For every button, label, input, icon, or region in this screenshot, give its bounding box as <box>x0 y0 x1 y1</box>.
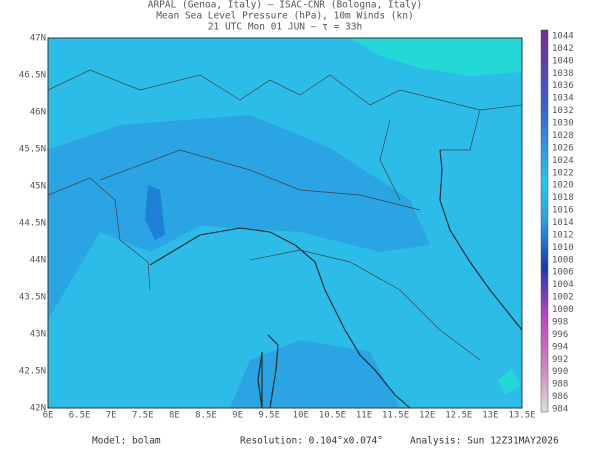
colorbar-label: 1028 <box>552 131 574 141</box>
colorbar <box>540 29 549 413</box>
colorbar-label: 1032 <box>552 106 574 116</box>
header-line: 21 UTC Mon 01 JUN — τ = 33h <box>208 22 362 33</box>
colorbar-label: 1042 <box>552 44 574 54</box>
colorbar-label: 1044 <box>552 32 574 42</box>
colorbar-label: 994 <box>552 342 568 352</box>
border <box>48 69 522 111</box>
colorbar-label: 1014 <box>552 218 574 228</box>
pressure-contour <box>48 115 430 320</box>
x-axis-label: 7.5E <box>132 411 154 421</box>
map <box>48 38 522 408</box>
colorbar-label: 1030 <box>552 119 574 129</box>
colorbar-label: 1022 <box>552 168 574 178</box>
colorbar-label: 1016 <box>552 206 574 216</box>
colorbar-label: 1018 <box>552 193 574 203</box>
x-axis-label: 12.5E <box>445 411 472 421</box>
footer-analysis: Analysis: Sun 12Z31MAY2026 <box>410 436 559 447</box>
x-axis-label: 13E <box>482 411 498 421</box>
border <box>99 149 481 361</box>
footer-resolution: Resolution: 0.104°x0.074° <box>240 436 383 447</box>
y-axis-label: 47N <box>30 34 46 44</box>
header-line: Mean Sea Level Pressure (hPa), 10m Winds… <box>156 11 413 22</box>
y-axis-label: 46N <box>30 108 46 118</box>
colorbar-label: 988 <box>552 380 568 390</box>
footer-model: Model: bolam <box>92 436 161 447</box>
x-axis-label: 8E <box>169 411 180 421</box>
x-axis-label: 11E <box>356 411 372 421</box>
y-axis-label: 46.5N <box>19 71 46 81</box>
border <box>379 109 481 201</box>
x-axis-label: 9E <box>232 411 243 421</box>
x-axis-label: 11.5E <box>382 411 409 421</box>
coastline <box>257 334 279 408</box>
colorbar-label: 1040 <box>552 56 574 66</box>
y-axis-label: 43.5N <box>19 293 46 303</box>
x-axis-label: 7E <box>106 411 117 421</box>
x-axis-label: 13.5E <box>508 411 535 421</box>
colorbar-label: 1004 <box>552 280 574 290</box>
header-line: ARPAL (Genoa, Italy) — ISAC-CNR (Bologna… <box>148 0 423 11</box>
y-axis-label: 45N <box>30 182 46 192</box>
colorbar-label: 1012 <box>552 230 574 240</box>
colorbar-label: 990 <box>552 367 568 377</box>
x-axis-label: 9.5E <box>258 411 280 421</box>
colorbar-label: 996 <box>552 330 568 340</box>
y-axis-label: 45.5N <box>19 145 46 155</box>
border <box>48 177 151 291</box>
coastline <box>439 149 522 331</box>
colorbar-label: 1034 <box>552 94 574 104</box>
y-axis-label: 42N <box>30 404 46 414</box>
colorbar-label: 1010 <box>552 243 574 253</box>
colorbar-label: 1000 <box>552 305 574 315</box>
pressure-contour <box>498 368 520 395</box>
colorbar-label: 1024 <box>552 156 574 166</box>
x-axis-label: 10.5E <box>319 411 346 421</box>
colorbar-label: 1026 <box>552 143 574 153</box>
y-axis-label: 42.5N <box>19 367 46 377</box>
colorbar-label: 986 <box>552 392 568 402</box>
x-axis-label: 6.5E <box>69 411 91 421</box>
colorbar-label: 1020 <box>552 181 574 191</box>
y-axis-label: 44N <box>30 256 46 266</box>
colorbar-label: 998 <box>552 317 568 327</box>
colorbar-label: 992 <box>552 355 568 365</box>
map-frame <box>47 37 523 409</box>
pressure-low <box>145 185 165 240</box>
x-axis-label: 12E <box>419 411 435 421</box>
y-axis-label: 43N <box>30 330 46 340</box>
colorbar-label: 1008 <box>552 255 574 265</box>
colorbar-label: 984 <box>552 405 568 415</box>
pressure-contour <box>350 38 522 76</box>
colorbar-label: 1038 <box>552 69 574 79</box>
x-axis-label: 6E <box>43 411 54 421</box>
colorbar-label: 1006 <box>552 268 574 278</box>
y-axis-label: 44.5N <box>19 219 46 229</box>
x-axis-label: 8.5E <box>195 411 217 421</box>
x-axis-label: 10E <box>293 411 309 421</box>
colorbar-label: 1036 <box>552 81 574 91</box>
coastline <box>149 227 411 408</box>
colorbar-label: 1002 <box>552 293 574 303</box>
